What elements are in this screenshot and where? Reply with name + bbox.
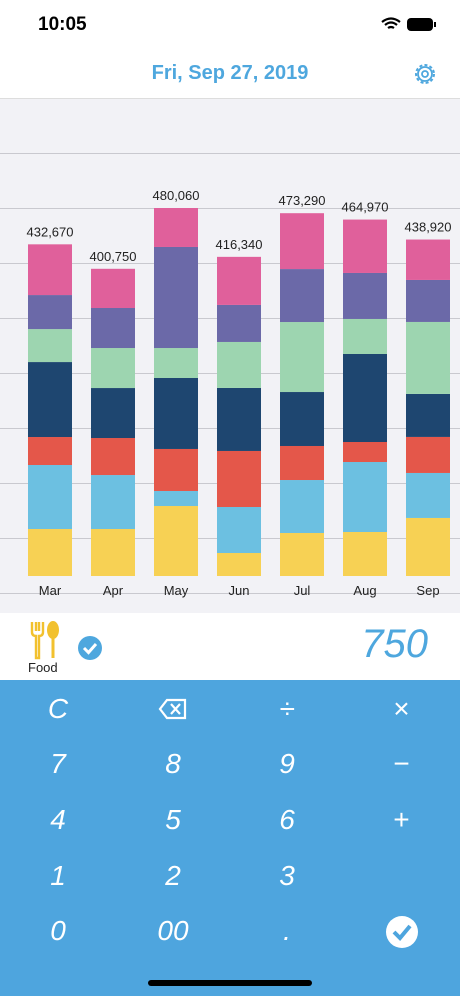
confirm-key[interactable] [385,915,419,949]
key[interactable]: − [392,748,410,779]
bar-total-label: 432,670 [27,224,74,239]
bar-segment [406,321,450,394]
key[interactable]: C [47,693,69,724]
key[interactable]: 2 [165,860,181,891]
bar-segment [406,517,450,576]
bar-segment [91,348,135,389]
bar-segment [154,246,198,349]
key[interactable]: 5 [165,804,181,835]
bar-segment [217,341,261,388]
x-tick-label: May [164,583,189,598]
bar-segment [406,472,450,518]
key[interactable]: ÷ [279,693,295,724]
bar-total-label: 480,060 [153,188,200,203]
bar-segment [343,531,387,576]
bar-segment [406,393,450,437]
bar-segment [28,465,72,530]
confirm-category[interactable] [78,636,102,660]
bar-segment [28,362,72,438]
bar-segment [343,219,387,273]
key[interactable]: . [283,915,291,946]
key[interactable]: + [392,804,410,835]
bar-total-label: 464,970 [342,200,389,215]
amount-display: 750 [361,622,428,666]
bar-segment [280,213,324,270]
bar-segment [154,348,198,378]
bar-segment [154,208,198,247]
bar-segment [280,269,324,323]
key[interactable]: 0 [50,915,66,946]
bar-segment [217,387,261,451]
x-tick-label: Jun [229,583,250,598]
key[interactable]: 6 [279,804,295,835]
bar-segment [154,377,198,449]
bar-segment [28,295,72,330]
bar-segment [280,392,324,446]
bar-total-label: 400,750 [90,249,137,264]
category-label: Food [28,660,58,675]
bar-segment [280,322,324,393]
bar-segment [91,388,135,439]
key[interactable]: 3 [279,860,295,891]
bar-segment [154,448,198,491]
status-time: 10:05 [38,14,87,35]
bar-segment [280,480,324,533]
x-tick-label: Sep [416,583,439,598]
status-icons [381,17,436,31]
x-tick-label: Jul [294,583,311,598]
key[interactable]: 7 [50,748,66,779]
keypad: C ÷ × 7 8 9 − 4 5 6 + 1 2 3 0 00 . [0,680,460,996]
bar-total-label: 473,290 [279,193,326,208]
bar-total-label: 438,920 [405,220,452,235]
bar-segment [343,354,387,443]
bar-segment [343,272,387,319]
key[interactable]: 00 [157,915,189,946]
bar-segment [343,318,387,355]
key[interactable]: × [392,693,410,724]
key[interactable]: 8 [165,748,181,779]
bar-segment [154,490,198,507]
bar-segment [217,304,261,342]
key[interactable]: 9 [279,748,295,779]
bar-segment [28,437,72,466]
settings-button[interactable] [412,61,438,87]
x-tick-label: Apr [103,583,124,598]
bar-segment [154,506,198,576]
food-icon[interactable] [28,620,62,660]
home-indicator [148,980,312,986]
backspace-key[interactable] [158,698,188,720]
bar-segment [406,279,450,322]
bar-segment [343,462,387,532]
bar-segment [28,529,72,576]
bar-segment [280,445,324,481]
bar-segment [91,438,135,476]
bar-segment [280,532,324,576]
bar-segment [406,436,450,473]
bar-segment [91,308,135,349]
key[interactable]: 1 [50,860,66,891]
stacked-bar-chart: 432,670 Mar 400,750 Apr 480,060 May 416,340 Jun… [27,188,452,598]
bar-segment [217,507,261,554]
x-tick-label: Mar [39,583,62,598]
x-tick-label: Aug [353,583,376,598]
bar-segment [91,475,135,530]
bar-segment [217,256,261,305]
bar-total-label: 416,340 [216,237,263,252]
key[interactable]: 4 [50,804,66,835]
bar-segment [217,450,261,508]
bar-segment [406,239,450,280]
bar-segment [91,268,135,309]
bar-segment [28,244,72,296]
bar-segment [217,553,261,576]
bar-segment [91,529,135,576]
bar-segment [343,442,387,463]
header-date[interactable]: Fri, Sep 27, 2019 [151,62,309,84]
bar-segment [28,329,72,363]
